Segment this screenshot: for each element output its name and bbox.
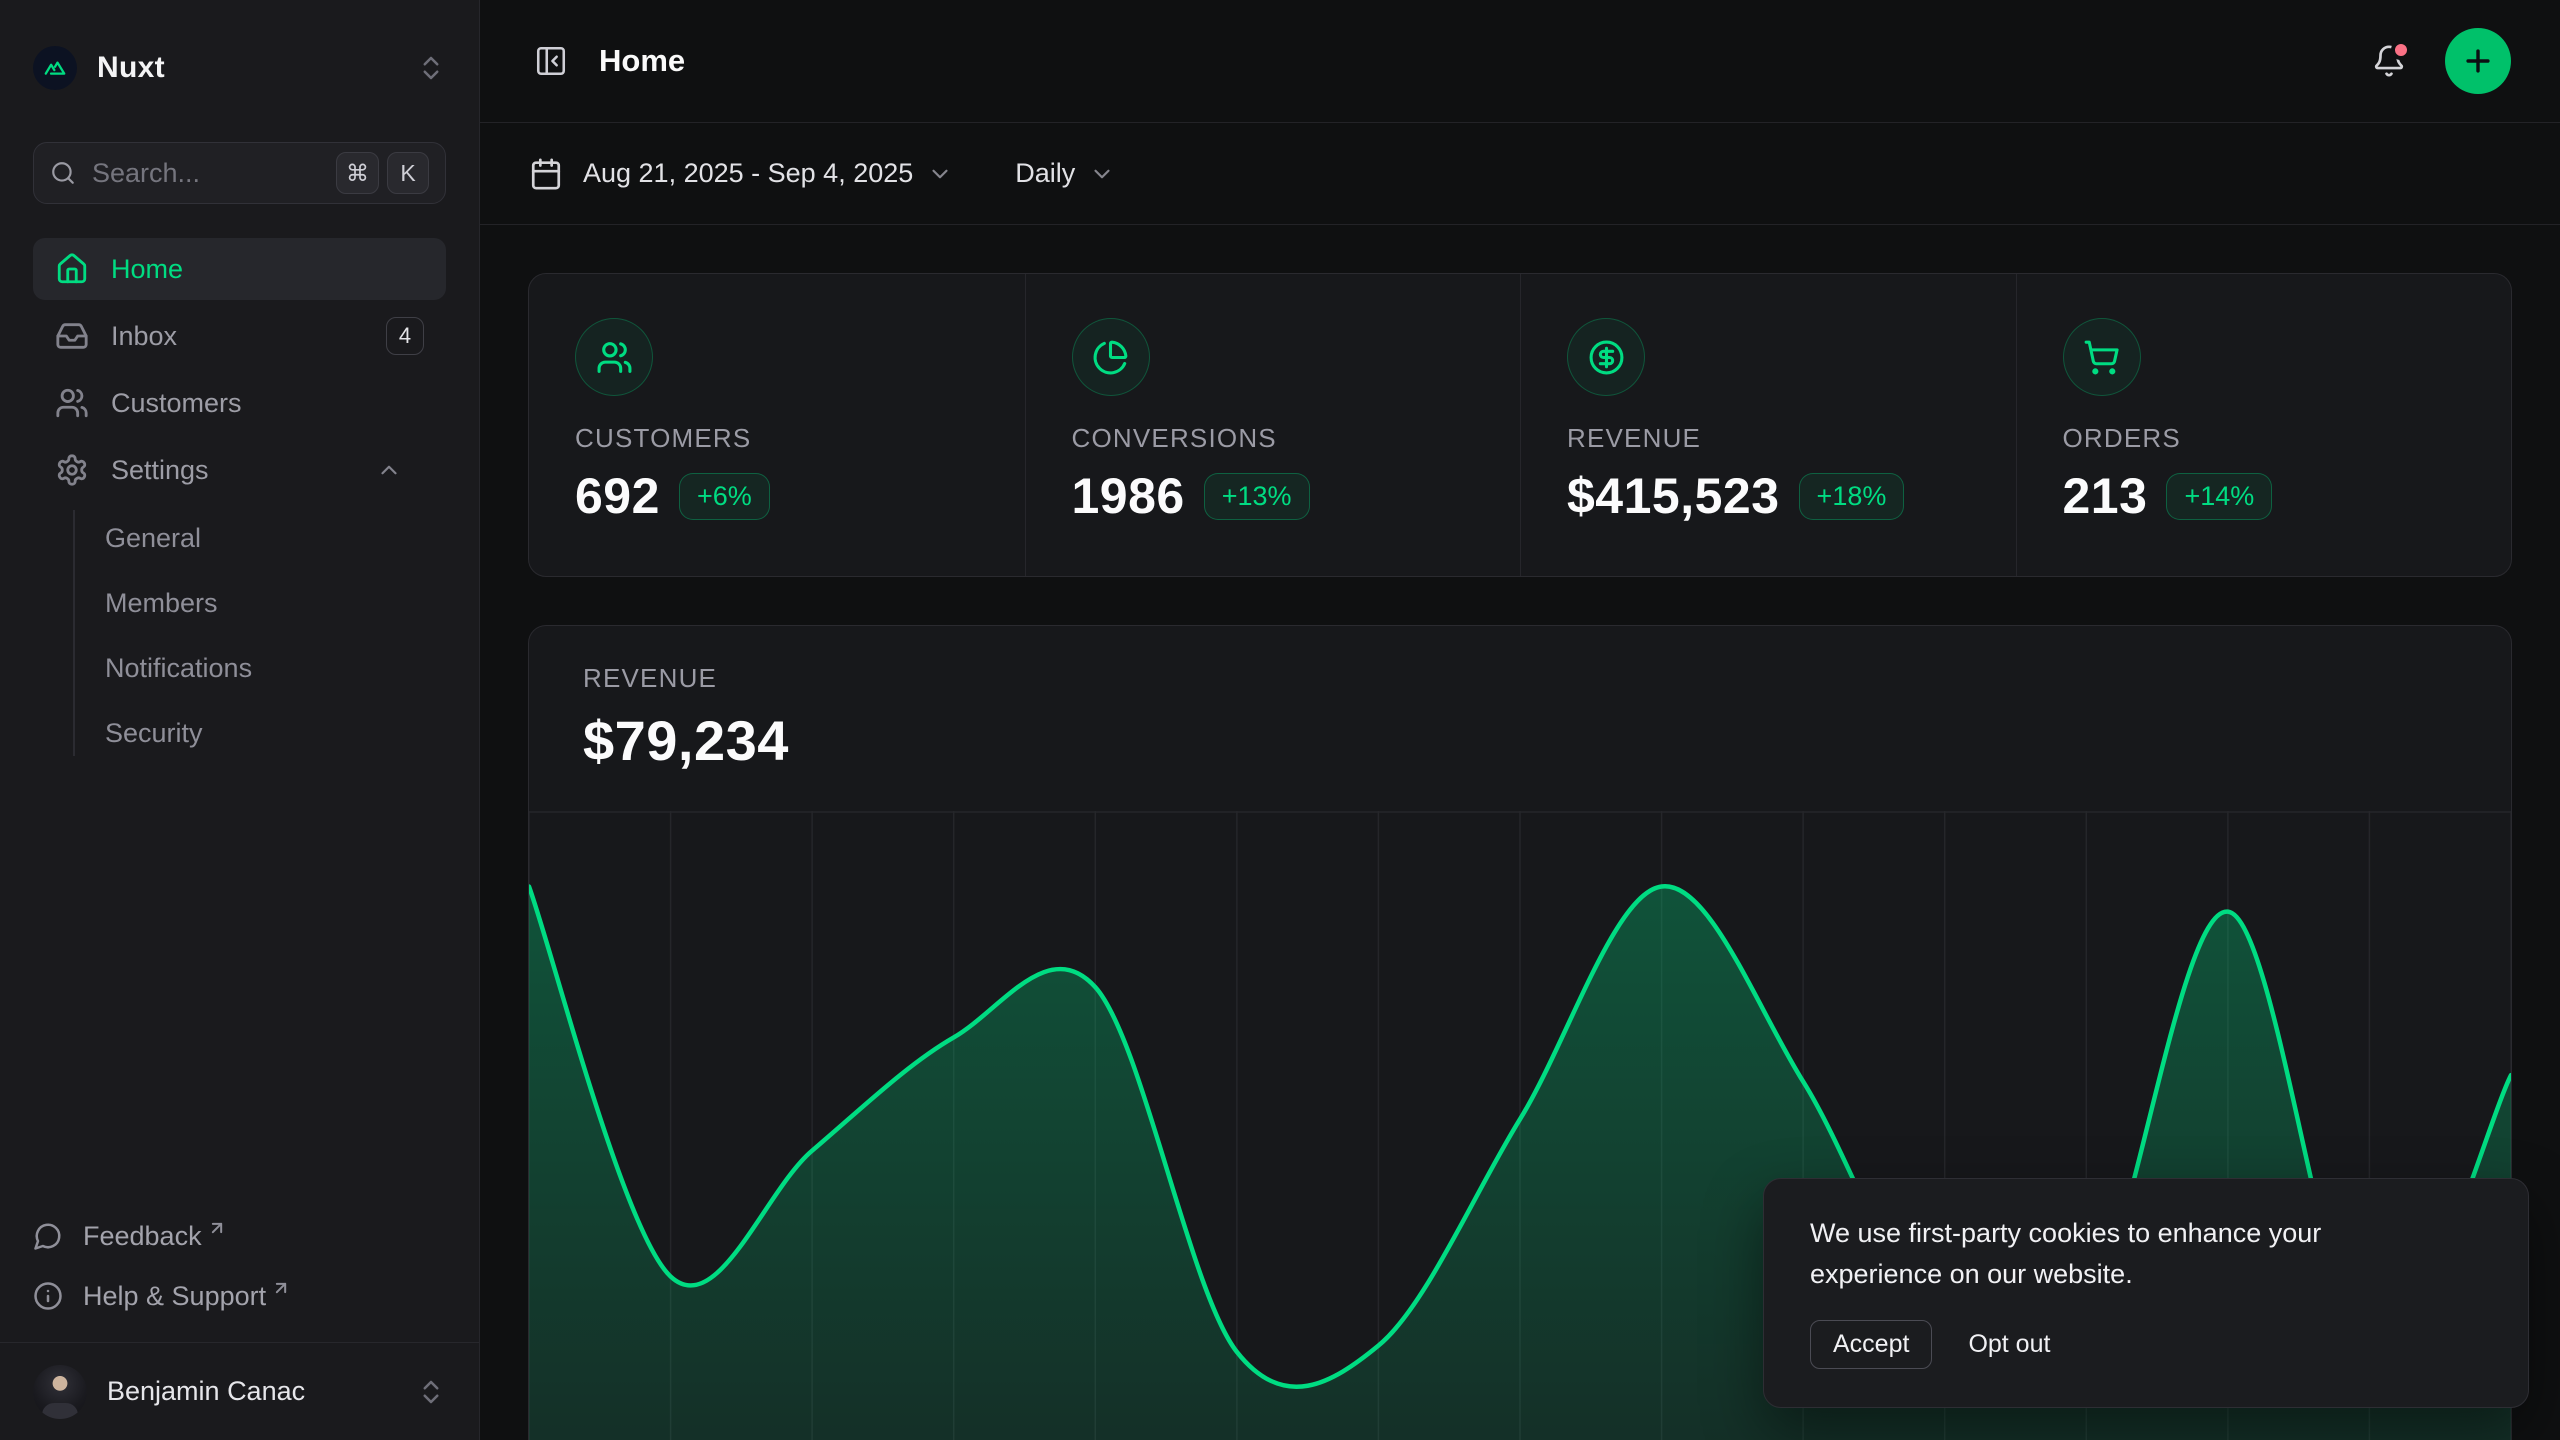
sidebar-item-security[interactable]: Security	[105, 718, 203, 748]
sidebar-item-members[interactable]: Members	[105, 588, 218, 618]
accept-button[interactable]: Accept	[1810, 1320, 1933, 1369]
settings-subnav: General Members Notifications Security	[33, 506, 446, 766]
sidebar-item-general[interactable]: General	[105, 523, 202, 553]
cookie-message: We use first-party cookies to enhance yo…	[1810, 1218, 2322, 1289]
pie-chart-icon	[1093, 340, 1128, 374]
stat-value: 213	[2062, 468, 2148, 524]
search-box[interactable]: ⌘ K	[33, 142, 446, 204]
notification-dot	[2391, 40, 2411, 60]
workspace-switcher[interactable]: Nuxt	[33, 36, 446, 100]
header-actions	[2367, 28, 2511, 94]
sidebar-item-home[interactable]: Home	[33, 238, 446, 300]
opt-out-button[interactable]: Opt out	[1968, 1330, 2051, 1358]
sidebar-item-customers[interactable]: Customers	[33, 372, 446, 434]
sidebar: Nuxt ⌘ K Home Inbox 4 Customers	[0, 0, 480, 1440]
nuxt-logo-icon	[33, 46, 77, 90]
feedback-label: Feedback	[83, 1220, 202, 1251]
granularity-value: Daily	[1015, 158, 1076, 188]
granularity-select[interactable]: Daily	[1015, 158, 1115, 189]
chevron-up-icon	[381, 465, 397, 475]
arrow-up-right-icon	[275, 1282, 287, 1294]
stat-icon-circle	[1567, 318, 1645, 396]
subnav-guide-line	[73, 510, 75, 756]
help-support-link[interactable]: Help & Support	[33, 1266, 446, 1326]
notifications-button[interactable]	[2367, 39, 2411, 83]
sidebar-collapse-button[interactable]	[529, 39, 573, 83]
inbox-icon	[56, 323, 88, 349]
sidebar-item-inbox[interactable]: Inbox 4	[33, 305, 446, 367]
sidebar-divider	[0, 1342, 479, 1343]
date-range-picker[interactable]: Aug 21, 2025 - Sep 4, 2025	[529, 157, 953, 191]
calendar-icon	[531, 157, 561, 190]
help-support-label: Help & Support	[83, 1280, 267, 1311]
sidebar-item-label: Inbox	[111, 320, 178, 351]
revenue-chart-header: REVENUE $79,234	[529, 626, 2511, 773]
user-menu[interactable]: Benjamin Canac	[33, 1343, 446, 1440]
shopping-cart-icon	[2084, 340, 2119, 374]
stat-conversions: CONVERSIONS 1986 +13%	[1024, 274, 1521, 576]
page-title: Home	[599, 43, 686, 78]
stat-icon-circle	[1071, 318, 1150, 396]
sidebar-footer: Feedback Help & Support Benjamin Canac	[0, 1206, 479, 1440]
stat-icon-circle	[2062, 318, 2141, 396]
stat-delta-badge: +18%	[1798, 472, 1905, 520]
sidebar-item-label: Customers	[111, 387, 242, 418]
stats-card: CUSTOMERS 692 +6% CONVERSIONS 1986 +13%	[528, 273, 2512, 577]
info-icon	[34, 1282, 62, 1310]
users-icon	[597, 341, 631, 373]
filter-toolbar: Aug 21, 2025 - Sep 4, 2025 Daily	[480, 123, 2560, 225]
stat-revenue: REVENUE $415,523 +18%	[1520, 274, 2016, 576]
circle-dollar-icon	[1589, 340, 1623, 374]
stat-label: ORDERS	[2062, 423, 2181, 453]
workspace-name: Nuxt	[97, 51, 165, 84]
revenue-chart-total: $79,234	[583, 709, 789, 772]
stat-icon-circle	[575, 318, 653, 396]
gear-icon	[57, 454, 87, 486]
stat-delta-badge: +13%	[1203, 472, 1310, 520]
plus-icon	[2466, 49, 2490, 73]
arrow-up-right-icon	[211, 1222, 222, 1234]
chevron-down-icon	[1094, 169, 1110, 178]
stat-customers: CUSTOMERS 692 +6%	[529, 274, 1025, 576]
feedback-link[interactable]: Feedback	[33, 1206, 446, 1266]
stat-delta-badge: +6%	[678, 472, 770, 520]
main-area: Home Aug 21, 2025 - Sep 4, 2025 Daily	[480, 0, 2560, 1440]
date-range-value: Aug 21, 2025 - Sep 4, 2025	[583, 158, 914, 188]
dashboard-content: CUSTOMERS 692 +6% CONVERSIONS 1986 +13%	[480, 225, 2560, 1440]
users-icon	[56, 388, 88, 418]
message-bubble-icon	[34, 1223, 61, 1250]
sidebar-item-notifications[interactable]: Notifications	[105, 653, 253, 683]
stat-label: CUSTOMERS	[575, 423, 752, 453]
sidebar-item-settings[interactable]: Settings	[33, 439, 446, 501]
inbox-count-badge: 4	[386, 317, 424, 355]
house-icon	[57, 253, 87, 284]
stat-label: REVENUE	[1567, 423, 1702, 453]
kbd-k: K	[387, 152, 429, 194]
add-button[interactable]	[2445, 28, 2511, 94]
chevrons-up-down-icon	[423, 56, 439, 80]
sidebar-nav: Home Inbox 4 Customers Settings General …	[33, 238, 446, 772]
stat-value: 1986	[1071, 468, 1185, 524]
stat-orders: ORDERS 213 +14%	[2015, 274, 2512, 576]
chevron-down-icon	[932, 169, 948, 178]
page-header: Home	[480, 0, 2560, 123]
kbd-cmd: ⌘	[336, 152, 379, 194]
sidebar-item-label: Home	[111, 253, 184, 284]
avatar	[33, 1364, 87, 1419]
stat-value: $415,523	[1567, 468, 1780, 524]
stat-value: 692	[575, 468, 660, 524]
revenue-chart-label: REVENUE	[583, 663, 718, 693]
chevrons-up-down-icon	[423, 1380, 439, 1403]
cookie-consent-toast: We use first-party cookies to enhance yo…	[1763, 1178, 2529, 1408]
search-icon	[52, 162, 74, 184]
sidebar-item-label: Settings	[111, 454, 209, 485]
stat-label: CONVERSIONS	[1071, 423, 1277, 453]
user-name: Benjamin Canac	[107, 1376, 306, 1406]
search-input[interactable]	[92, 157, 328, 189]
stat-delta-badge: +14%	[2166, 472, 2273, 520]
cookie-actions: Accept Opt out	[1810, 1320, 2482, 1369]
panel-left-close-icon	[536, 46, 566, 76]
